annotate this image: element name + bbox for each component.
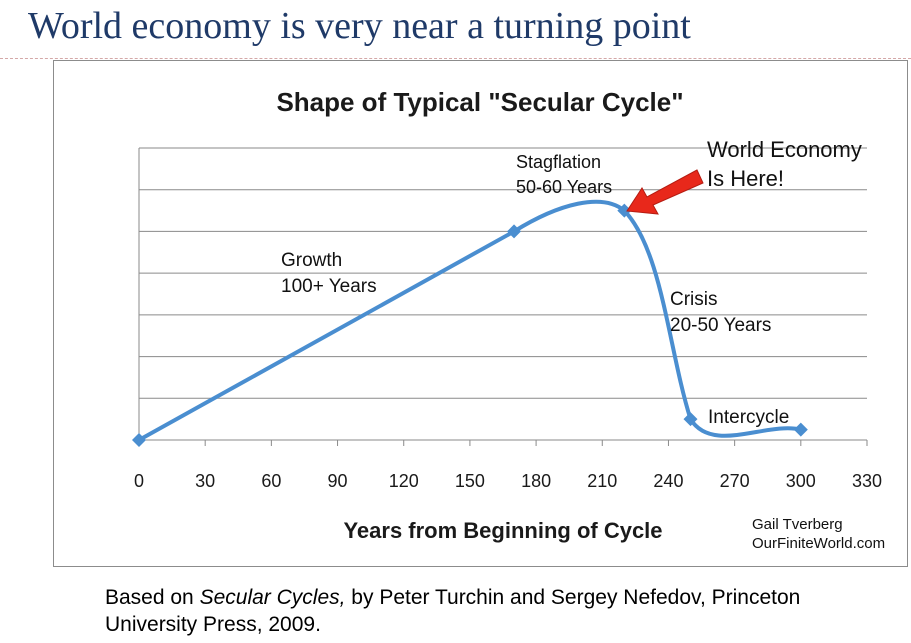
data-markers: [132, 203, 808, 447]
world-economy-arrow: [626, 169, 704, 215]
data-point-marker: [793, 422, 808, 437]
x-tick-label: 300: [786, 471, 816, 491]
chart-credit: Gail Tverberg: [752, 516, 843, 533]
annotation-growth: Growth: [281, 250, 342, 271]
x-tick-label: 330: [852, 471, 882, 491]
annotation-crisis: Crisis: [670, 289, 718, 310]
data-point-marker: [132, 433, 146, 447]
annotation-intercycle: Intercycle: [708, 407, 789, 428]
annotation-growth: 100+ Years: [281, 276, 377, 297]
x-tick-label: 120: [389, 471, 419, 491]
chart-title: Shape of Typical "Secular Cycle": [276, 87, 683, 117]
data-point-marker: [617, 203, 632, 218]
x-tick-label: 210: [587, 471, 617, 491]
source-book-title: Secular Cycles,: [199, 586, 346, 609]
annotation-world: World Economy: [707, 137, 862, 162]
source-suffix: by Peter Turchin and Sergey Nefedov, Pri…: [105, 586, 801, 636]
x-axis-title: Years from Beginning of Cycle: [343, 518, 662, 543]
x-tick-label: 270: [720, 471, 750, 491]
chart-labels: Shape of Typical "Secular Cycle" Years fr…: [276, 87, 885, 552]
annotation-crisis: 20-50 Years: [670, 315, 771, 336]
x-tick-label: 240: [653, 471, 683, 491]
gridlines: [139, 147, 867, 399]
annotation-stagflation: Stagflation: [516, 152, 601, 172]
annotation-world: Is Here!: [707, 166, 784, 191]
x-tick-label: 30: [195, 471, 215, 491]
data-point-marker: [683, 412, 698, 427]
x-tick-label: 180: [521, 471, 551, 491]
title-divider: [0, 58, 911, 59]
annotation-stagflation: 50-60 Years: [516, 177, 612, 197]
source-prefix: Based on: [105, 586, 200, 609]
axes: 0 30 60 90 120 150 180 210 240 270 300 330: [134, 148, 882, 491]
chart-frame: [53, 60, 908, 567]
x-tick-label: 90: [328, 471, 348, 491]
data-point-marker: [507, 224, 522, 239]
slide-title: World economy is very near a turning poi…: [28, 5, 691, 47]
chart-credit: OurFiniteWorld.com: [752, 535, 885, 552]
series-line-group: [137, 199, 803, 442]
x-tick-label: 0: [134, 471, 144, 491]
source-note: Based on Secular Cycles, by Peter Turchi…: [105, 584, 885, 638]
x-tick-label: 60: [261, 471, 281, 491]
series-line: [137, 199, 803, 442]
x-tick-label: 150: [455, 471, 485, 491]
